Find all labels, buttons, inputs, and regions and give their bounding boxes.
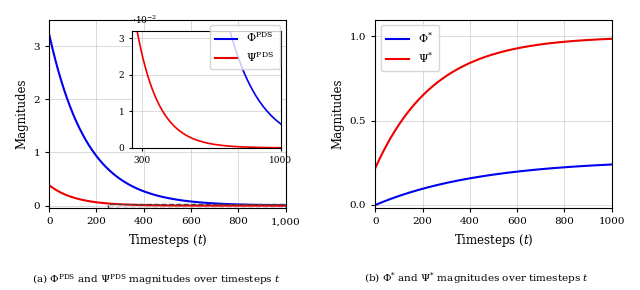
$\Psi^{\mathrm{PDS}}$ [282, 204, 289, 207]
$\Phi^{*}$ [608, 163, 616, 166]
$\Psi^{\mathrm{PDS}}$ [232, 204, 239, 207]
Legend: $\Phi^{\mathrm{PDS}}$, $\Psi^{\mathrm{PDS}}$: $\Phi^{\mathrm{PDS}}$, $\Psi^{\mathrm{PD… [210, 25, 280, 69]
X-axis label: Timesteps ($t$): Timesteps ($t$) [127, 232, 207, 249]
Legend: $\Phi^{*}$, $\Psi^{*}$: $\Phi^{*}$, $\Psi^{*}$ [381, 25, 439, 71]
$\Phi^{*}$ [486, 173, 494, 177]
$\Phi^{*}$ [372, 203, 380, 206]
$\Phi^{*}$ [384, 198, 392, 202]
$\Psi^{*}$ [372, 166, 380, 169]
Text: (b) $\Phi^{*}$ and $\Psi^{*}$ magnitudes over timesteps $t$: (b) $\Phi^{*}$ and $\Psi^{*}$ magnitudes… [364, 271, 589, 287]
$\Psi^{*}$ [601, 37, 609, 41]
Line: $\Phi^{\mathrm{PDS}}$: $\Phi^{\mathrm{PDS}}$ [49, 35, 285, 205]
Line: $\Psi^{*}$: $\Psi^{*}$ [376, 39, 612, 167]
$\Psi^{*}$ [601, 37, 609, 41]
Bar [108, 204, 285, 208]
$\Psi^{*}$ [608, 37, 616, 41]
$\Phi^{\mathrm{PDS}}$ [282, 204, 289, 207]
$\Phi^{*}$ [557, 166, 565, 169]
$\Psi^{*}$ [384, 142, 392, 145]
Line: $\Psi^{\mathrm{PDS}}$: $\Psi^{\mathrm{PDS}}$ [49, 185, 285, 206]
$\Psi^{\mathrm{PDS}}$ [275, 204, 282, 207]
$\Psi^{*}$ [481, 55, 488, 59]
$\Phi^{\mathrm{PDS}}$ [275, 204, 282, 207]
Y-axis label: Magnitudes: Magnitudes [15, 79, 28, 149]
$\Phi^{\mathrm{PDS}}$ [232, 203, 239, 206]
$\Psi^{*}$ [486, 53, 494, 57]
$\Psi^{\mathrm{PDS}}$ [45, 184, 53, 187]
$\Psi^{\mathrm{PDS}}$ [154, 204, 162, 207]
Y-axis label: Magnitudes: Magnitudes [332, 79, 344, 149]
$\Phi^{\mathrm{PDS}}$ [154, 194, 162, 197]
$\Phi^{*}$ [601, 163, 609, 166]
Text: (a) $\Phi^{\mathrm{PDS}}$ and $\Psi^{\mathrm{PDS}}$ magnitudes over timesteps $t: (a) $\Phi^{\mathrm{PDS}}$ and $\Psi^{\ma… [33, 273, 281, 287]
$\Phi^{\mathrm{PDS}}$ [45, 34, 53, 37]
$\Psi^{\mathrm{PDS}}$ [275, 204, 282, 207]
$\Phi^{*}$ [601, 163, 609, 166]
$\Phi^{*}$ [481, 174, 488, 178]
$\Phi^{\mathrm{PDS}}$ [58, 80, 65, 83]
$\Psi^{*}$ [557, 40, 565, 44]
Line: $\Phi^{*}$: $\Phi^{*}$ [376, 164, 612, 205]
$\Psi^{\mathrm{PDS}}$ [58, 191, 65, 195]
$\Psi^{\mathrm{PDS}}$ [161, 204, 168, 207]
$\Phi^{\mathrm{PDS}}$ [275, 204, 282, 207]
X-axis label: Timesteps ($t$): Timesteps ($t$) [454, 232, 533, 249]
$\Phi^{\mathrm{PDS}}$ [161, 195, 168, 199]
